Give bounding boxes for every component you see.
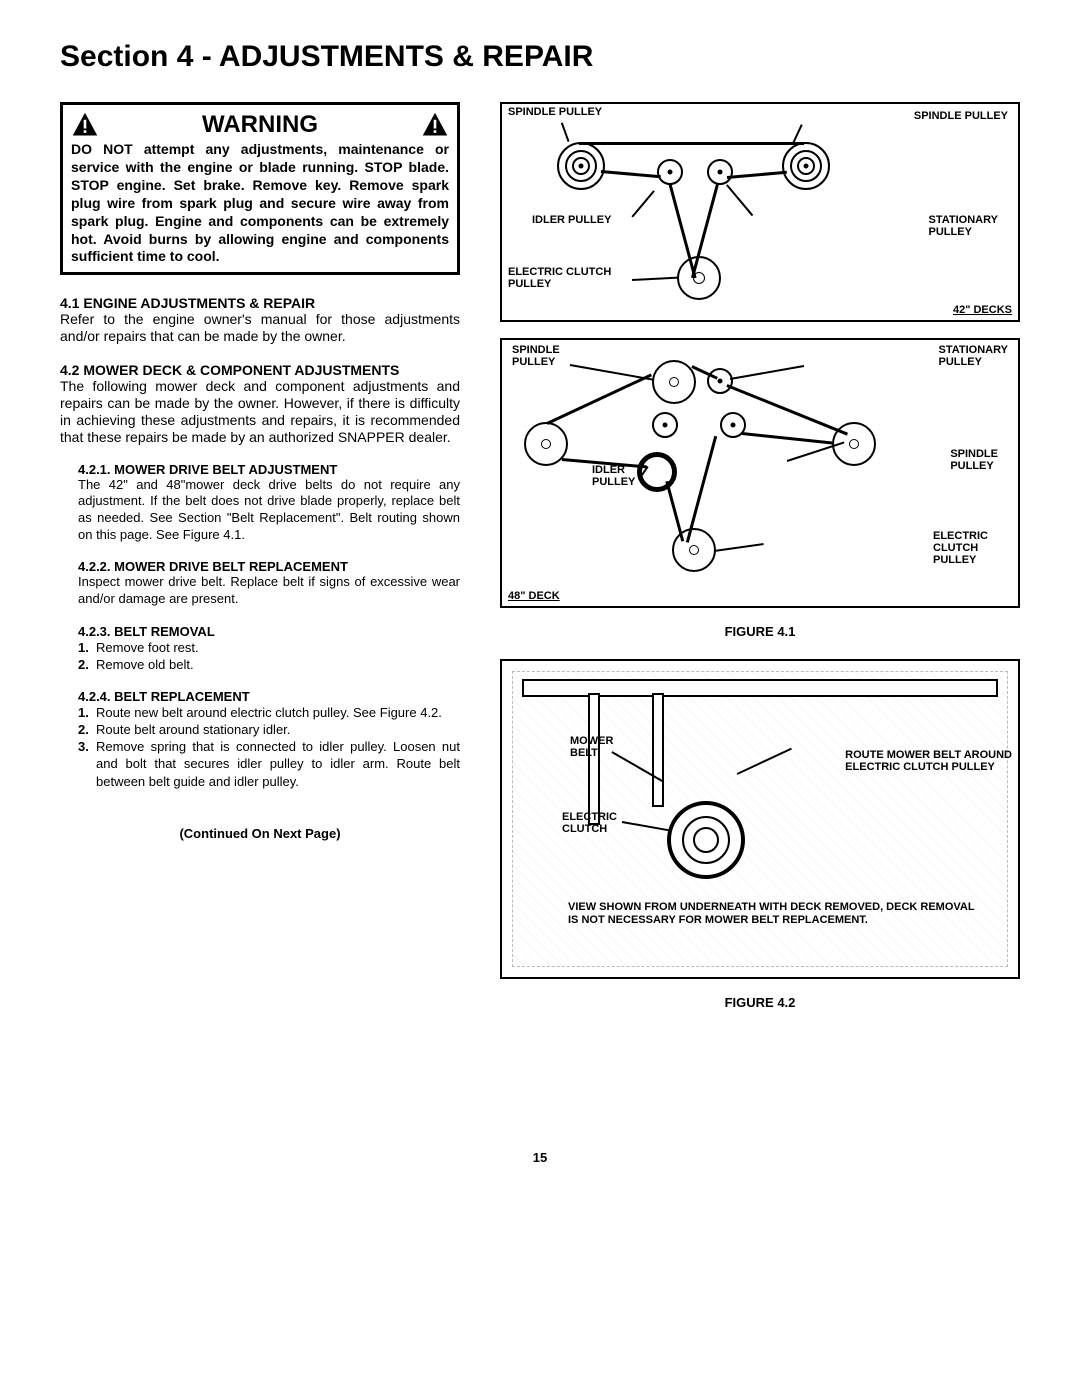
label-spindle-pulley-right: SPINDLE PULLEY <box>914 110 1008 122</box>
label-electric-clutch-pulley: ELECTRIC CLUTCH PULLEY <box>508 266 611 290</box>
page-title: Section 4 - ADJUSTMENTS & REPAIR <box>60 40 1020 74</box>
figure-4-1-caption: FIGURE 4.1 <box>500 624 1020 639</box>
diagram-48-deck: SPINDLE PULLEY STATIONARY PULLEY <box>500 338 1020 608</box>
body-4-1: Refer to the engine owner's manual for t… <box>60 311 460 345</box>
list-item: 1.Route new belt around electric clutch … <box>78 704 460 721</box>
warning-icon <box>421 111 449 139</box>
label-mower-belt: MOWER BELT <box>570 735 613 759</box>
continued-note: (Continued On Next Page) <box>60 826 460 841</box>
pulley-idler <box>657 159 683 185</box>
pulley-electric-clutch <box>677 256 721 300</box>
heading-4-2-4: 4.2.4. BELT REPLACEMENT <box>60 689 460 704</box>
label-stationary-pulley-48: STATIONARY PULLEY <box>939 344 1008 368</box>
warning-icon <box>71 111 99 139</box>
heading-4-2-2: 4.2.2. MOWER DRIVE BELT REPLACEMENT <box>60 559 460 574</box>
pulley-stationary-top <box>707 368 733 394</box>
clutch-pulley-drawing <box>667 801 745 879</box>
label-route-belt: ROUTE MOWER BELT AROUND ELECTRIC CLUTCH … <box>845 749 1012 773</box>
label-spindle-pulley-left: SPINDLE PULLEY <box>508 106 602 118</box>
pulley-stationary <box>707 159 733 185</box>
pulley-spindle-right <box>782 142 830 190</box>
label-electric-clutch: ELECTRIC CLUTCH <box>562 811 617 835</box>
left-column: WARNING DO NOT attempt any adjustments, … <box>60 102 460 1030</box>
warning-body: DO NOT attempt any adjustments, maintena… <box>71 141 449 266</box>
pulley-spindle-left <box>557 142 605 190</box>
figure-4-2-caption: FIGURE 4.2 <box>500 995 1020 1010</box>
body-4-2-2: Inspect mower drive belt. Replace belt i… <box>60 574 460 607</box>
label-idler-pulley-48: IDLER PULLEY <box>592 464 635 488</box>
label-deck-42: 42" DECKS <box>953 304 1012 316</box>
list-item: 3.Remove spring that is connected to idl… <box>78 738 460 789</box>
list-item: 2.Route belt around stationary idler. <box>78 721 460 738</box>
label-idler-pulley: IDLER PULLEY <box>532 214 611 226</box>
label-view-note: VIEW SHOWN FROM UNDERNEATH WITH DECK REM… <box>568 901 978 927</box>
label-spindle-pulley-right-48: SPINDLE PULLEY <box>950 448 998 472</box>
body-4-2: The following mower deck and component a… <box>60 378 460 446</box>
diagram-42-deck: SPINDLE PULLEY SPINDLE PULLEY <box>500 102 1020 322</box>
heading-4-1: 4.1 ENGINE ADJUSTMENTS & REPAIR <box>60 295 460 311</box>
heading-4-2-1: 4.2.1. MOWER DRIVE BELT ADJUSTMENT <box>60 462 460 477</box>
pulley-electric-clutch-48 <box>672 528 716 572</box>
label-spindle-pulley: SPINDLE PULLEY <box>512 344 560 368</box>
label-deck-48: 48" DECK <box>508 590 560 602</box>
pulley-spindle-center <box>652 360 696 404</box>
list-item: 2.Remove old belt. <box>78 656 460 673</box>
heading-4-2-3: 4.2.3. BELT REMOVAL <box>60 624 460 639</box>
body-4-2-1: The 42" and 48"mower deck drive belts do… <box>60 477 460 544</box>
warning-title: WARNING <box>99 111 421 139</box>
list-4-2-4: 1.Route new belt around electric clutch … <box>60 704 460 790</box>
label-stationary-pulley: STATIONARY PULLEY <box>929 214 998 238</box>
diagram-clutch: MOWER BELT ROUTE MOWER BELT AROUND ELECT… <box>500 659 1020 979</box>
warning-box: WARNING DO NOT attempt any adjustments, … <box>60 102 460 275</box>
pulley-mid-left <box>652 412 678 438</box>
list-item: 1.Remove foot rest. <box>78 639 460 656</box>
page-number: 15 <box>60 1150 1020 1165</box>
heading-4-2: 4.2 MOWER DECK & COMPONENT ADJUSTMENTS <box>60 362 460 378</box>
frame-strut-mid <box>652 693 664 807</box>
label-electric-clutch-pulley-48: ELECTRIC CLUTCH PULLEY <box>933 530 988 566</box>
right-column: SPINDLE PULLEY SPINDLE PULLEY <box>500 102 1020 1030</box>
list-4-2-3: 1.Remove foot rest. 2.Remove old belt. <box>60 639 460 673</box>
